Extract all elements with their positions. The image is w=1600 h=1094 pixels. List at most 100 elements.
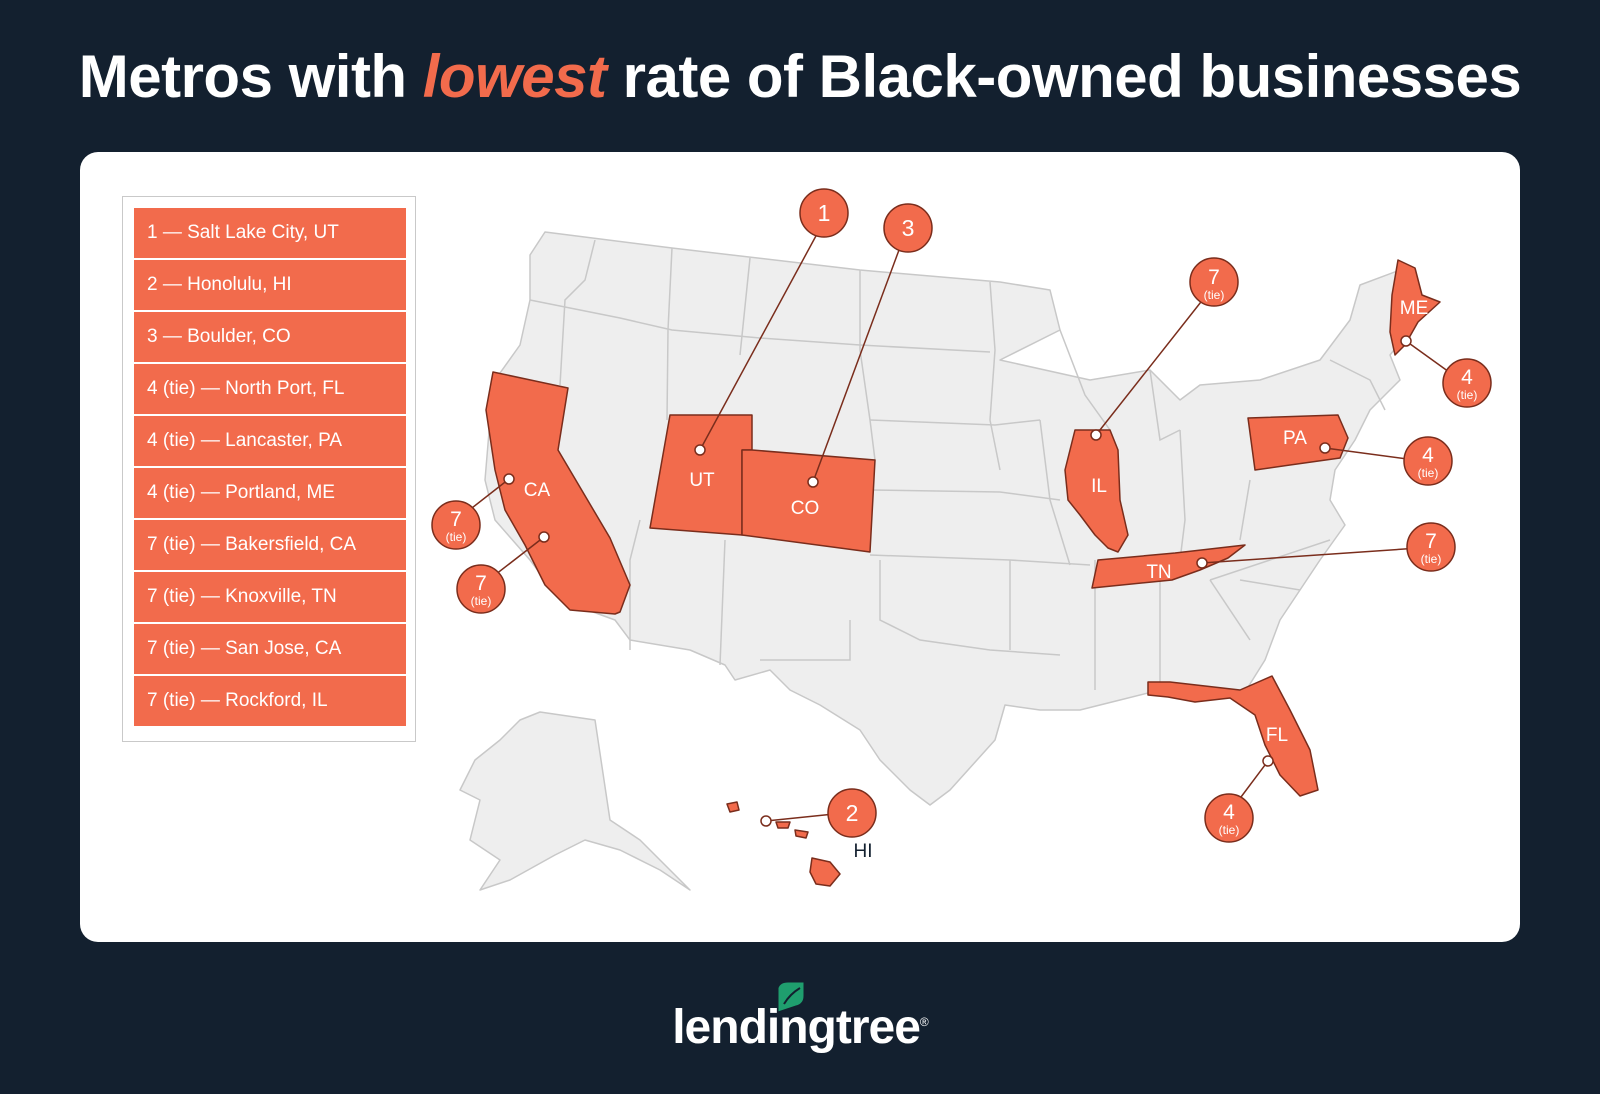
state-label: HI [854,841,873,862]
tie-label: (tie) [1219,823,1240,837]
state-border [719,539,726,666]
legend-item: 7 (tie) — San Jose, CA [134,624,406,674]
rank-number: 2 [846,800,859,826]
tie-label: (tie) [1421,552,1442,566]
hi-island [809,857,841,887]
rank-marker: 4 (tie) [1403,436,1453,486]
rank-marker: 7 (tie) [1406,522,1456,572]
rank-number: 4 [1461,366,1473,389]
tie-label: (tie) [1204,288,1225,302]
rank-number: 7 [1208,266,1220,289]
state-border [1179,429,1186,561]
metro-points [503,335,1412,827]
leader-line [812,249,900,483]
title-highlight: lowest [422,43,607,110]
metro-point [1400,335,1412,347]
rank-number: 4 [1223,801,1235,824]
state-border [529,299,991,353]
state-border [869,419,1041,426]
metro-point [807,476,819,488]
state-border [739,257,751,356]
rank-number: 7 [1425,530,1437,553]
state-border [1209,579,1251,641]
legend-item: 4 (tie) — North Port, FL [134,364,406,414]
rank-number: 3 [902,215,915,241]
state-label: PA [1283,428,1307,449]
state-ca [485,371,631,615]
title-text-start: Metros with [78,43,423,110]
metro-point [1090,429,1102,441]
page-title: Metros with lowest rate of Black-owned b… [0,42,1600,111]
rank-marker: 4 (tie) [1442,358,1492,408]
rank-marker: 7 (tie) [456,564,506,614]
leader-line [699,233,818,451]
leaf-icon [777,981,805,1013]
rank-marker: 3 [883,203,933,253]
rank-number: 1 [818,200,831,226]
state-border [559,239,596,386]
state-border [1239,479,1251,541]
metro-point [538,531,550,543]
hi-island [775,821,791,829]
state-tn [1091,544,1246,589]
legend-item: 4 (tie) — Portland, ME [134,468,406,518]
state-border [629,519,641,650]
state-borders [529,239,1386,690]
state-shape [459,711,691,891]
title-text-end: rate of Black-owned businesses [606,43,1522,110]
legend-item: 7 (tie) — Knoxville, TN [134,572,406,622]
legend-item: 1 — Salt Lake City, UT [134,208,406,258]
state-border [869,489,1061,501]
state-il [1064,429,1129,553]
state-label: FL [1266,725,1288,746]
rank-marker: 7 (tie) [431,500,481,550]
state-fl [1147,675,1319,797]
state-labels: UT CO CA IL TN PA ME FL HI [524,298,1428,862]
rank-number: 4 [1422,444,1434,467]
leader-line [1201,547,1420,564]
rank-marker: 1 [799,188,849,238]
state-border [1239,579,1301,591]
state-border [1209,539,1331,581]
state-border [859,270,876,461]
state-border [1059,329,1111,431]
legend-item: 2 — Honolulu, HI [134,260,406,310]
metro-point [1319,442,1331,454]
tie-label: (tie) [446,530,467,544]
state-label: TN [1146,562,1171,583]
metro-point [1196,557,1208,569]
state-label: ME [1400,298,1429,319]
state-border [879,560,1061,656]
state-me [1389,259,1441,356]
logo-registered-mark: ® [919,1015,929,1029]
state-pa [1247,414,1349,471]
legend-item: 7 (tie) — Bakersfield, CA [134,520,406,570]
tie-label: (tie) [1457,388,1478,402]
rank-marker: 2 [827,788,877,838]
highlighted-states [485,259,1441,887]
state-border [1329,359,1386,411]
tie-label: (tie) [471,594,492,608]
state-border [666,247,673,421]
legend-item: 7 (tie) — Rockford, IL [134,676,406,726]
hi-island [794,829,809,839]
state-label: IL [1091,476,1107,497]
leader-line [1324,447,1416,461]
lendingtree-logo: lendingtree® [0,1000,1600,1055]
ranking-legend: 1 — Salt Lake City, UT 2 — Honolulu, HI … [122,196,416,742]
tie-label: (tie) [1418,466,1439,480]
legend-item: 4 (tie) — Lancaster, PA [134,416,406,466]
state-border [989,281,1001,471]
rank-number: 7 [450,508,462,531]
metro-point [760,815,772,827]
rank-number: 7 [475,572,487,595]
state-co [741,449,876,553]
metro-point [503,473,515,485]
metro-point [1262,755,1274,767]
rank-markers: 1 3 7 (tie) 4 (tie) 4 (tie) 7 (tie) 7 [431,188,1492,843]
metro-point [694,444,706,456]
state-border [1039,419,1071,566]
leader-line [1095,292,1209,436]
rank-marker: 4 (tie) [1204,793,1254,843]
